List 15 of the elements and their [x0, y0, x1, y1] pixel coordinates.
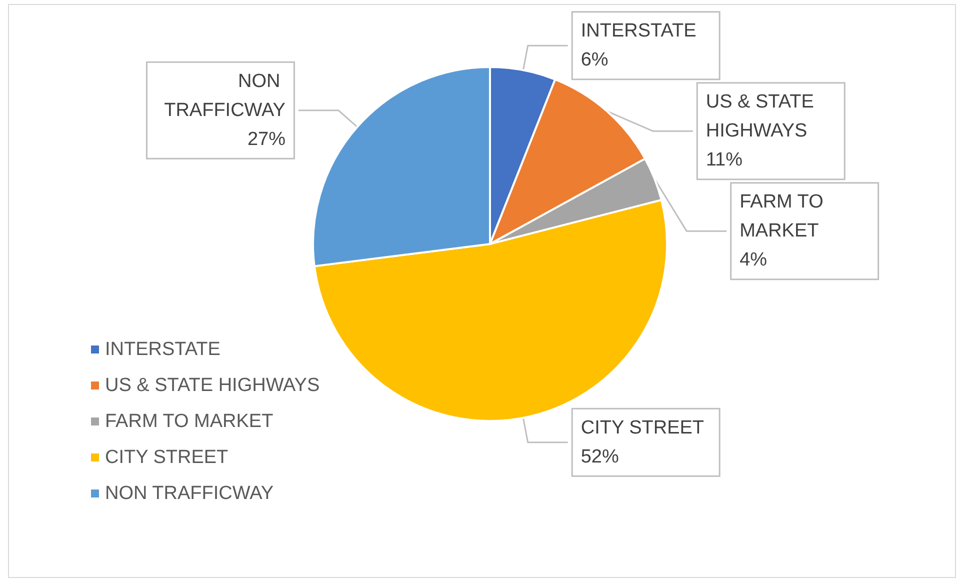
data-label: 11% [706, 150, 743, 171]
slice-label: FARM TO MARKET [740, 192, 829, 242]
data-label: 27% [247, 128, 286, 150]
slice-label: CITY STREET [580, 417, 704, 438]
legend-label: CITY STREET [105, 447, 229, 468]
slice-label: US & STATE HIGHWAYS [706, 92, 820, 142]
legend-label: INTERSTATE [105, 339, 220, 360]
legend-label: NON TRAFFICWAY [105, 483, 274, 504]
data-label: 6% [580, 50, 608, 71]
slice-label: NON TRAFFICWAY [164, 70, 286, 121]
data-label: 4% [740, 250, 768, 271]
data-label: 52% [580, 446, 619, 468]
legend-label: FARM TO MARKET [105, 411, 274, 432]
legend-label: US & STATE HIGHWAYS [105, 375, 320, 396]
slice-label: INTERSTATE [580, 20, 696, 42]
